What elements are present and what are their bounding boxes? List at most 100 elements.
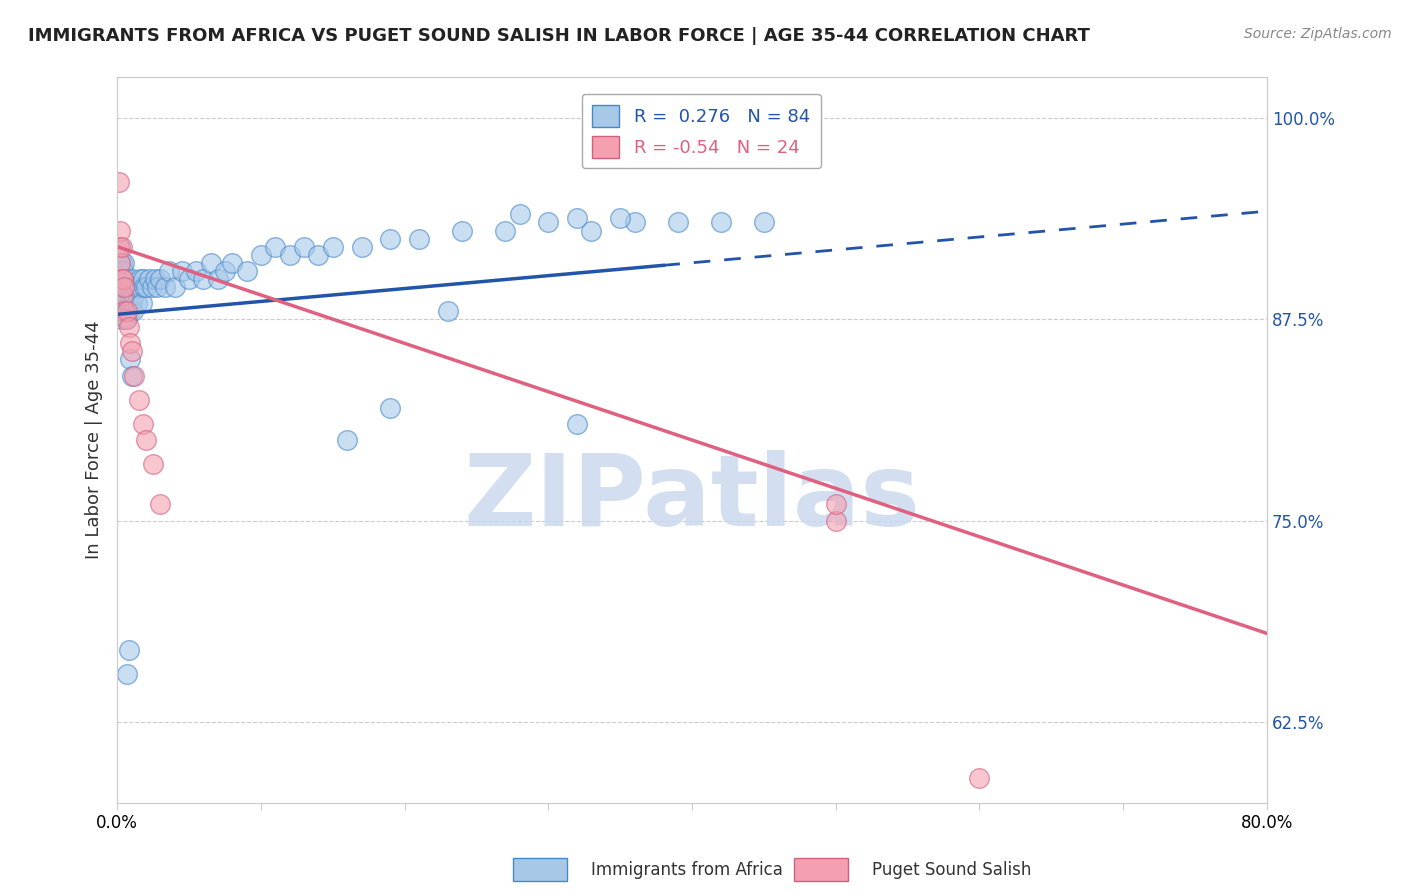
- Point: [107, 240, 129, 254]
- Point: [509, 207, 531, 221]
- Point: [121, 368, 143, 383]
- Point: [436, 304, 458, 318]
- Point: [128, 280, 150, 294]
- Point: [108, 256, 131, 270]
- Point: [143, 272, 166, 286]
- Point: [214, 264, 236, 278]
- Point: [107, 272, 129, 286]
- Point: [537, 215, 560, 229]
- Point: [112, 304, 135, 318]
- Point: [110, 312, 132, 326]
- Point: [752, 215, 775, 229]
- Point: [138, 272, 160, 286]
- Point: [125, 280, 148, 294]
- Point: [124, 288, 146, 302]
- Text: IMMIGRANTS FROM AFRICA VS PUGET SOUND SALISH IN LABOR FORCE | AGE 35-44 CORRELAT: IMMIGRANTS FROM AFRICA VS PUGET SOUND SA…: [28, 27, 1090, 45]
- Point: [108, 288, 131, 302]
- Point: [380, 231, 402, 245]
- Point: [117, 272, 139, 286]
- Point: [117, 312, 139, 326]
- Point: [581, 223, 603, 237]
- Point: [142, 457, 165, 471]
- Point: [121, 296, 143, 310]
- Point: [250, 248, 273, 262]
- Point: [111, 304, 134, 318]
- Point: [110, 280, 132, 294]
- Legend: R =  0.276   N = 84, R = -0.54   N = 24: R = 0.276 N = 84, R = -0.54 N = 24: [582, 94, 821, 169]
- Point: [146, 280, 169, 294]
- Point: [163, 280, 186, 294]
- Point: [134, 280, 156, 294]
- Point: [565, 211, 588, 225]
- Point: [110, 256, 132, 270]
- Point: [235, 264, 257, 278]
- Point: [111, 264, 134, 278]
- Point: [451, 223, 474, 237]
- Point: [157, 264, 180, 278]
- Point: [110, 296, 132, 310]
- Point: [110, 240, 132, 254]
- Point: [118, 642, 141, 657]
- Point: [120, 280, 142, 294]
- Point: [193, 272, 215, 286]
- Point: [170, 264, 193, 278]
- Point: [107, 175, 129, 189]
- Point: [666, 215, 689, 229]
- Point: [824, 514, 846, 528]
- Point: [114, 304, 136, 318]
- Point: [135, 280, 157, 294]
- Point: [108, 272, 131, 286]
- Point: [623, 215, 645, 229]
- Point: [141, 280, 163, 294]
- Point: [108, 223, 131, 237]
- Point: [128, 392, 150, 407]
- Point: [118, 280, 141, 294]
- Point: [824, 498, 846, 512]
- Point: [120, 336, 142, 351]
- Text: Source: ZipAtlas.com: Source: ZipAtlas.com: [1244, 27, 1392, 41]
- Point: [107, 256, 129, 270]
- Y-axis label: In Labor Force | Age 35-44: In Labor Force | Age 35-44: [86, 321, 103, 559]
- Point: [131, 296, 153, 310]
- Point: [350, 240, 373, 254]
- Point: [112, 280, 135, 294]
- Point: [494, 223, 516, 237]
- Point: [122, 280, 145, 294]
- Point: [117, 304, 139, 318]
- Point: [121, 272, 143, 286]
- Point: [118, 320, 141, 334]
- Point: [108, 304, 131, 318]
- Point: [969, 772, 991, 786]
- Point: [408, 231, 430, 245]
- Point: [135, 433, 157, 447]
- Point: [278, 248, 301, 262]
- Text: Immigrants from Africa: Immigrants from Africa: [591, 861, 782, 879]
- Point: [120, 352, 142, 367]
- Point: [129, 272, 152, 286]
- Point: [124, 368, 146, 383]
- Point: [221, 256, 243, 270]
- Point: [200, 256, 222, 270]
- Point: [120, 304, 142, 318]
- Point: [565, 417, 588, 431]
- Point: [111, 272, 134, 286]
- Point: [264, 240, 287, 254]
- Point: [336, 433, 359, 447]
- Point: [127, 296, 149, 310]
- Point: [114, 280, 136, 294]
- Point: [292, 240, 315, 254]
- Text: Puget Sound Salish: Puget Sound Salish: [872, 861, 1031, 879]
- Point: [609, 211, 631, 225]
- Point: [380, 401, 402, 415]
- Point: [111, 280, 134, 294]
- Point: [153, 280, 176, 294]
- Point: [177, 272, 200, 286]
- Point: [117, 666, 139, 681]
- Point: [710, 215, 733, 229]
- Point: [108, 256, 131, 270]
- Point: [121, 344, 143, 359]
- Point: [114, 312, 136, 326]
- Point: [107, 280, 129, 294]
- Point: [322, 240, 344, 254]
- Point: [186, 264, 208, 278]
